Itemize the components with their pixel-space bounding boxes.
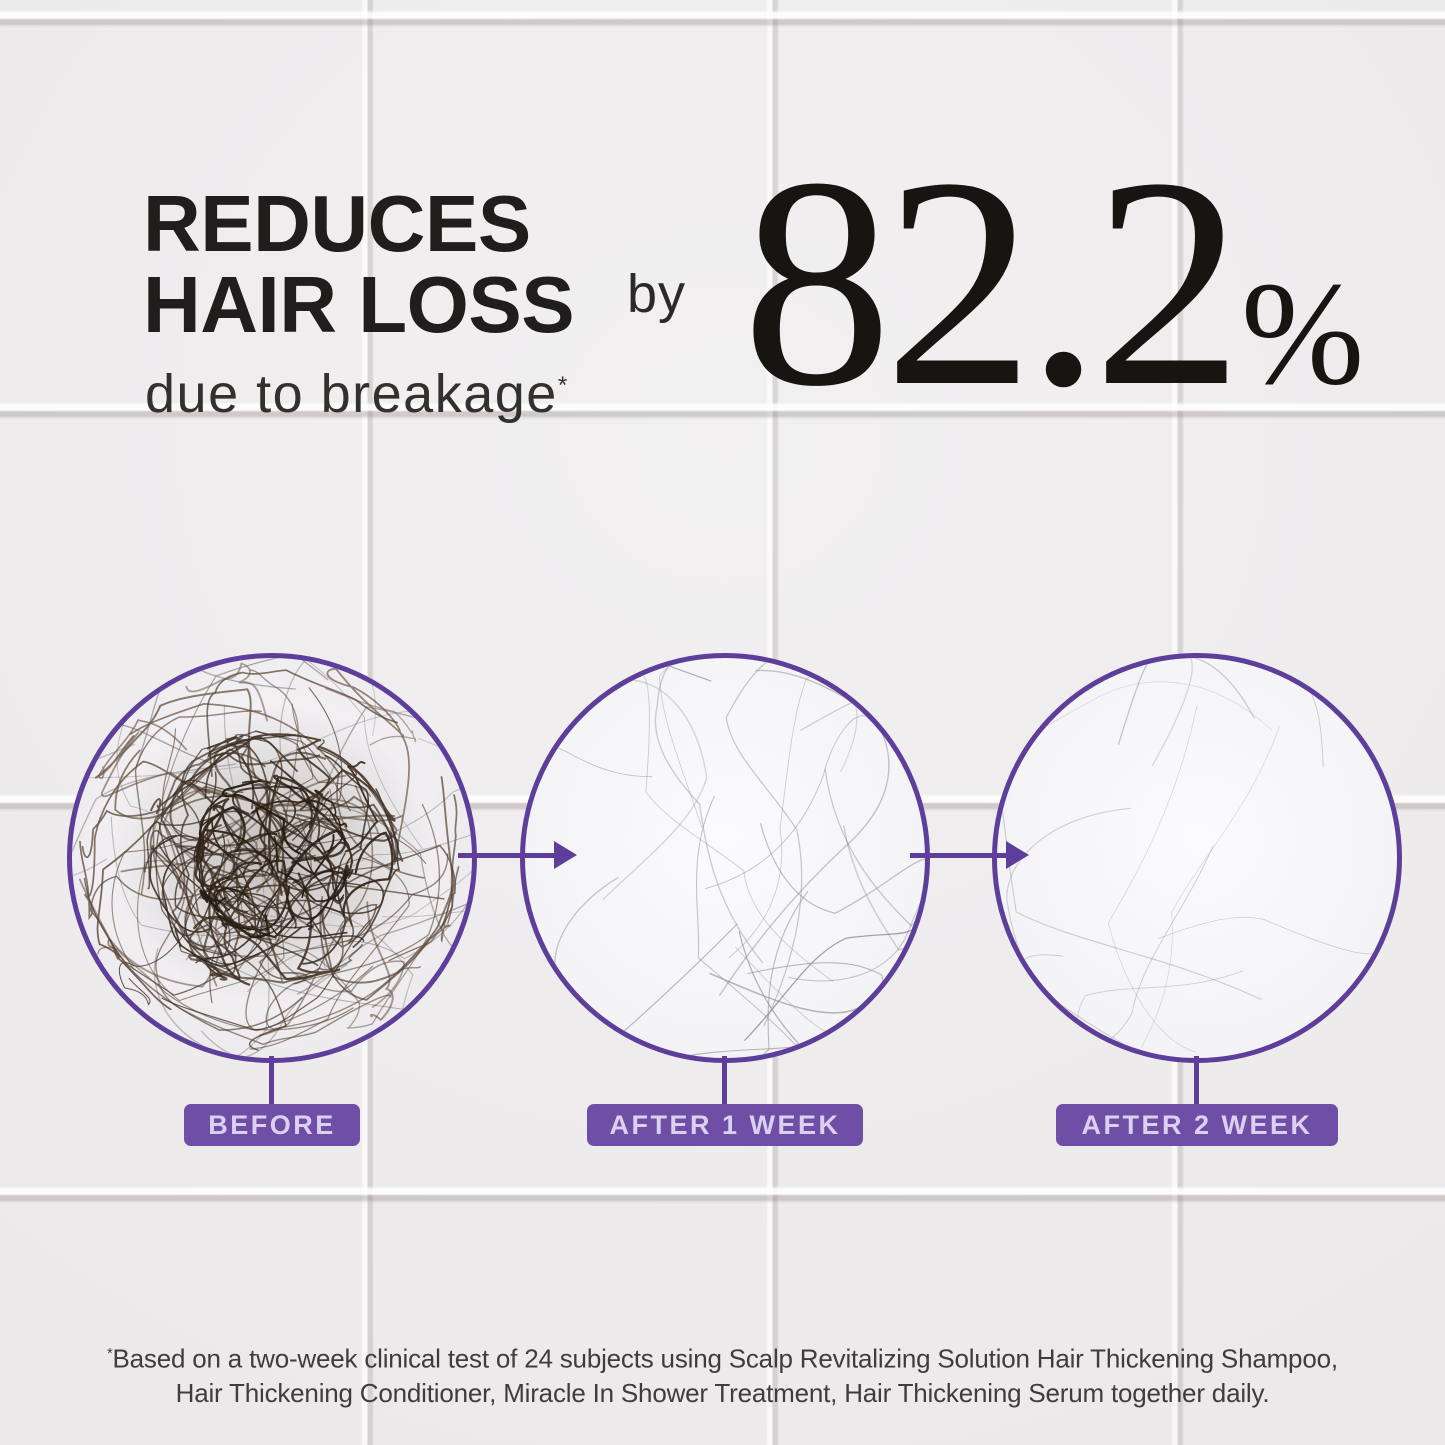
disclaimer-marker: * <box>107 1346 113 1362</box>
arrow-shaft <box>910 852 1006 858</box>
headline-line1: REDUCES <box>143 179 531 268</box>
stat-value: 82.2 <box>742 116 1243 448</box>
arrow-shaft <box>458 852 554 858</box>
subheadline-text: due to breakage <box>145 364 558 424</box>
footnote-marker: * <box>557 372 568 399</box>
hair-clump-dense-illustration <box>72 658 472 1058</box>
connector-word: by <box>627 264 687 324</box>
hair-strands-sparse-illustration <box>525 658 925 1058</box>
before-badge-label: BEFORE <box>208 1109 336 1140</box>
before-badge: BEFORE <box>184 1104 360 1146</box>
progress-arrow-1 <box>458 841 577 869</box>
headline-line2: HAIR LOSS <box>143 260 575 349</box>
percent-sign: % <box>1241 252 1365 416</box>
headline: REDUCES HAIR LOSS <box>143 179 575 349</box>
after-2-week-badge: AFTER 2 WEEK <box>1056 1104 1338 1146</box>
disclaimer-line1: *Based on a two-week clinical test of 24… <box>107 1343 1338 1374</box>
disclaimer-text: *Based on a two-week clinical test of 24… <box>0 1337 1445 1410</box>
after-1-week-badge: AFTER 1 WEEK <box>587 1104 863 1146</box>
hair-sample-photo-before <box>67 653 477 1063</box>
panel-after-2-week: AFTER 2 WEEK <box>992 653 1402 1153</box>
disclaimer-line2: Hair Thickening Conditioner, Miracle In … <box>175 1377 1270 1408</box>
subheadline: due to breakage* <box>145 358 567 422</box>
after-2-week-badge-label: AFTER 2 WEEK <box>1081 1109 1313 1140</box>
panel-before: BEFORE <box>67 653 477 1153</box>
arrow-head-icon <box>554 841 577 869</box>
hair-sample-photo-after-2-week <box>992 653 1402 1063</box>
hair-strands-minimal-illustration <box>997 658 1397 1058</box>
label-connector-line <box>269 1056 274 1108</box>
arrow-head-icon <box>1006 841 1029 869</box>
stat-figure: 82.2 % <box>742 132 1364 432</box>
label-connector-line <box>722 1056 727 1108</box>
progress-arrow-2 <box>910 841 1029 869</box>
after-1-week-badge-label: AFTER 1 WEEK <box>609 1109 841 1140</box>
hair-sample-photo-after-1-week <box>520 653 930 1063</box>
label-connector-line <box>1194 1056 1199 1108</box>
panel-after-1-week: AFTER 1 WEEK <box>520 653 930 1153</box>
